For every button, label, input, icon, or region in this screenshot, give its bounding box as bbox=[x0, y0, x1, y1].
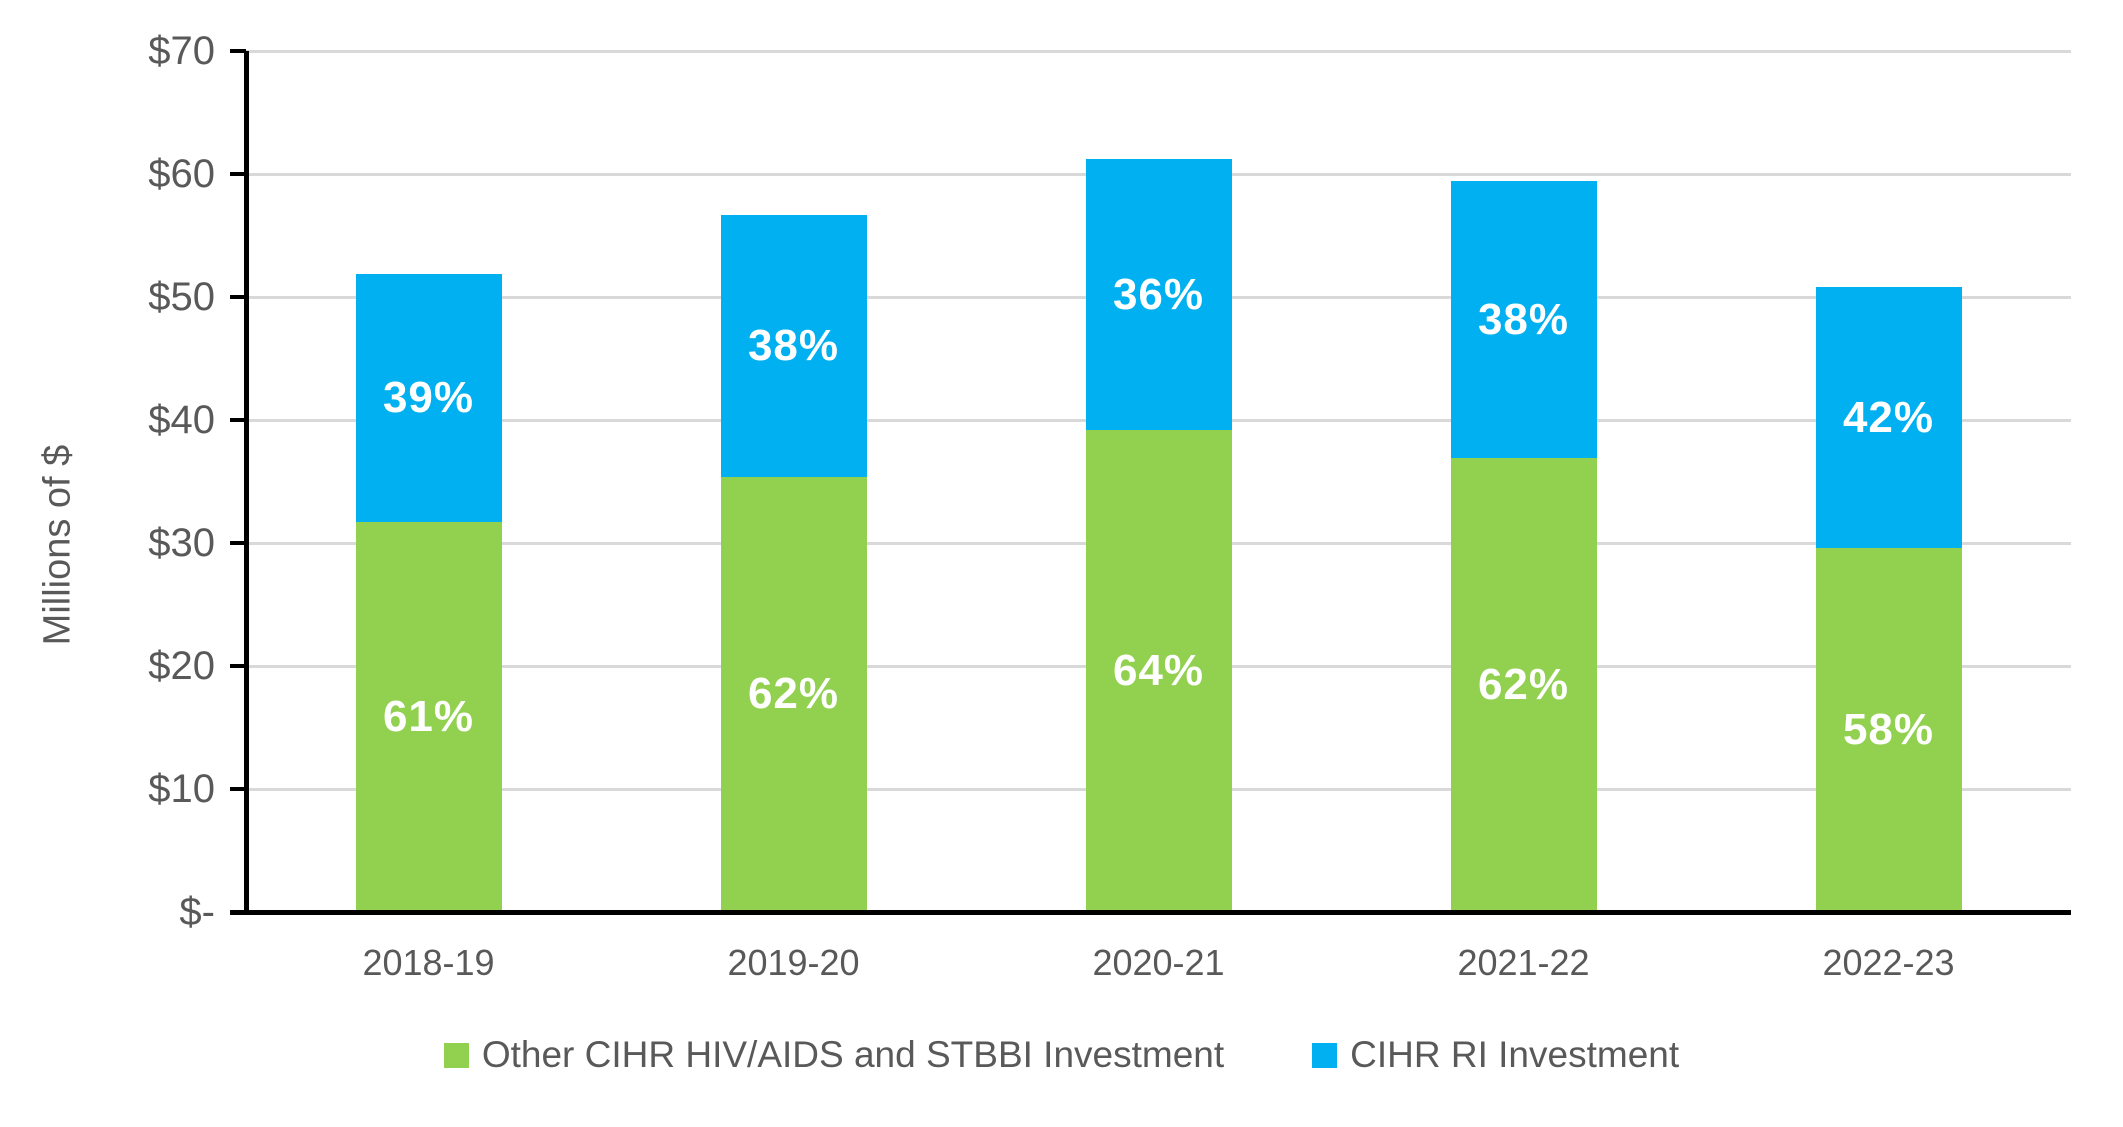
bar-group: 61% 39% bbox=[246, 51, 611, 912]
bar-segment-other-investment: 62% bbox=[1450, 458, 1597, 912]
legend-swatch-ri-investment-icon bbox=[1312, 1042, 1338, 1068]
bar-percent-label: 62% bbox=[1477, 660, 1570, 710]
bar-group: 62% 38% bbox=[1341, 51, 1706, 912]
x-axis-line bbox=[230, 910, 2071, 915]
bar-percent-label: 39% bbox=[382, 372, 475, 422]
legend-swatch-other-investment-icon bbox=[443, 1042, 469, 1068]
bar-percent-label: 38% bbox=[747, 320, 840, 370]
y-axis-tick bbox=[230, 295, 246, 299]
x-axis-tick-label: 2020-21 bbox=[1092, 942, 1225, 983]
bar-percent-label: 36% bbox=[1112, 269, 1205, 319]
bar-percent-label: 58% bbox=[1842, 704, 1935, 754]
bar-segment-other-investment: 58% bbox=[1815, 547, 1962, 912]
bar-segment-other-investment: 61% bbox=[355, 522, 502, 912]
bar-segment-ri-investment: 38% bbox=[1450, 181, 1597, 459]
y-axis-tick-label: $30 bbox=[148, 521, 215, 565]
bar-segment-other-investment: 64% bbox=[1085, 429, 1232, 912]
y-axis-tick bbox=[230, 787, 246, 791]
y-axis-line bbox=[244, 51, 249, 912]
y-axis-tick bbox=[230, 664, 246, 668]
bar-group: 64% 36% bbox=[976, 51, 1341, 912]
x-axis-tick-label: 2021-22 bbox=[1457, 942, 1590, 983]
legend: Other CIHR HIV/AIDS and STBBI Investment… bbox=[0, 1034, 2123, 1076]
y-axis-tick bbox=[230, 541, 246, 545]
legend-label-ri-investment: CIHR RI Investment bbox=[1350, 1034, 1680, 1075]
bar-segment-other-investment: 62% bbox=[720, 476, 867, 912]
x-axis-tick-label: 2018-19 bbox=[362, 942, 495, 983]
legend-label-other-investment: Other CIHR HIV/AIDS and STBBI Investment bbox=[481, 1034, 1225, 1075]
y-axis-tick-label: $20 bbox=[148, 644, 215, 688]
x-axis-tick-label: 2019-20 bbox=[727, 942, 860, 983]
legend-item-other-investment: Other CIHR HIV/AIDS and STBBI Investment bbox=[443, 1034, 1225, 1076]
plot-area: 61% 39% 62% 38% 64% 36% 62% 38% 58% 42% bbox=[246, 49, 2071, 912]
y-axis-tick-label: $60 bbox=[148, 152, 215, 196]
y-axis-tick-label: $- bbox=[179, 890, 215, 934]
y-axis-tick-label: $40 bbox=[148, 398, 215, 442]
x-axis-tick-label: 2022-23 bbox=[1822, 942, 1955, 983]
bar-segment-ri-investment: 38% bbox=[720, 214, 867, 477]
y-axis-tick-label: $70 bbox=[148, 29, 215, 73]
y-axis-tick-label: $10 bbox=[148, 767, 215, 811]
bar-percent-label: 64% bbox=[1112, 645, 1205, 695]
y-axis-tick bbox=[230, 49, 246, 53]
bar-segment-ri-investment: 39% bbox=[355, 273, 502, 523]
bar-segment-ri-investment: 36% bbox=[1085, 159, 1232, 430]
bar-percent-label: 61% bbox=[382, 692, 475, 742]
y-axis-tick bbox=[230, 172, 246, 176]
gridline bbox=[246, 49, 2071, 53]
y-axis-tick-label: $50 bbox=[148, 275, 215, 319]
bar-percent-label: 42% bbox=[1842, 392, 1935, 442]
bar-group: 62% 38% bbox=[611, 51, 976, 912]
bar-percent-label: 62% bbox=[747, 669, 840, 719]
bar-percent-label: 38% bbox=[1477, 294, 1570, 344]
y-axis-tick bbox=[230, 418, 246, 422]
bar-segment-ri-investment: 42% bbox=[1815, 287, 1962, 548]
bar-group: 58% 42% bbox=[1706, 51, 2071, 912]
legend-item-ri-investment: CIHR RI Investment bbox=[1312, 1034, 1679, 1076]
